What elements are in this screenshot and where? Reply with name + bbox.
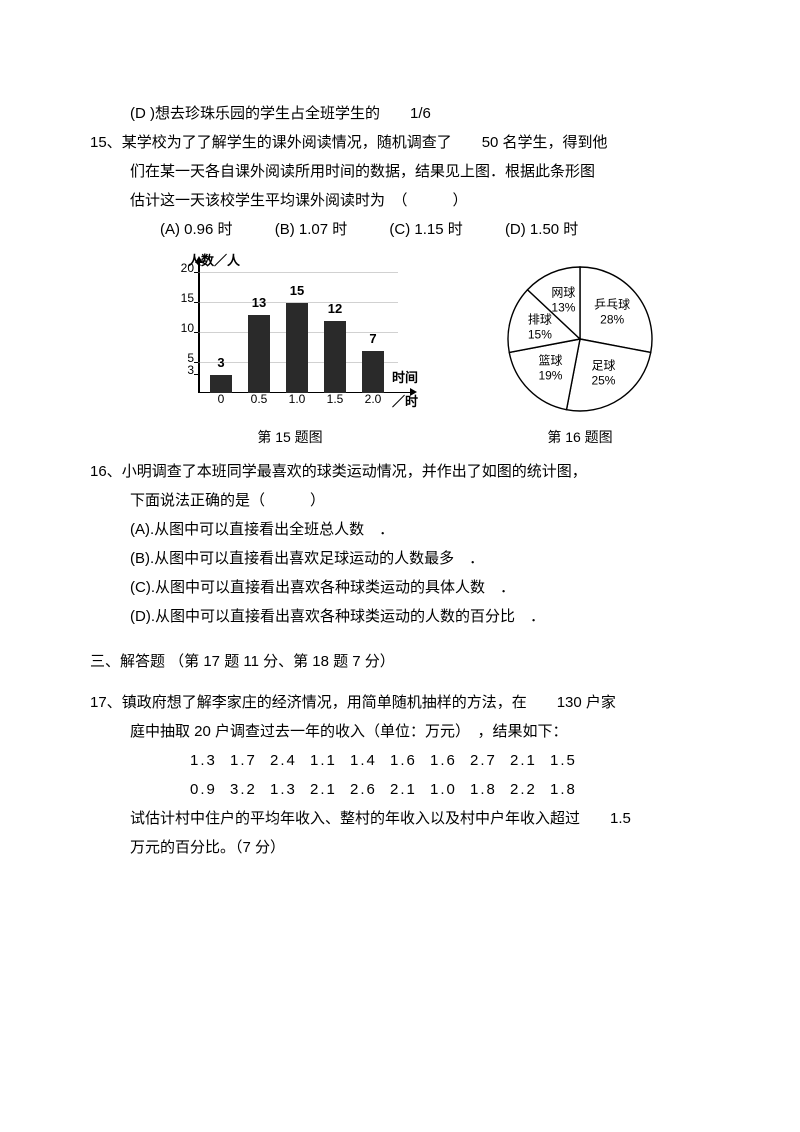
q17-line1: 17、镇政府想了解李家庄的经济情况，用简单随机抽样的方法，在 130 户家 <box>60 689 740 716</box>
q16-line2: 下面说法正确的是（ ） <box>60 487 740 514</box>
q16-opt-d: (D).从图中可以直接看出喜欢各种球类运动的人数的百分比 ． <box>60 603 740 630</box>
svg-text:乒乓球: 乒乓球 <box>594 297 630 311</box>
q15-options: (A) 0.96 时 (B) 1.07 时 (C) 1.15 时 (D) 1.5… <box>60 216 740 243</box>
svg-text:28%: 28% <box>600 312 624 326</box>
svg-text:篮球: 篮球 <box>538 353 562 368</box>
figures-row: 人数／人时间／时3510152030130.5151.0121.572.0 第 … <box>60 243 740 454</box>
q15-line3: 估计这一天该校学生平均课外阅读时为 （ ） <box>60 187 740 214</box>
q17-line2: 庭中抽取 20 户调查过去一年的收入（单位：万元） ，结果如下： <box>60 718 740 745</box>
q16-opt-c: (C).从图中可以直接看出喜欢各种球类运动的具体人数 ． <box>60 574 740 601</box>
q17-line3: 试估计村中住户的平均年收入、整村的年收入以及村中户年收入超过 1.5 <box>60 805 740 832</box>
q16-line1: 16、小明调查了本班同学最喜欢的球类运动情况，并作出了如图的统计图， <box>60 458 740 485</box>
svg-text:足球: 足球 <box>591 359 615 373</box>
q17-line4: 万元的百分比。（7 分） <box>60 834 740 861</box>
q16-opt-a: (A).从图中可以直接看出全班总人数 ． <box>60 516 740 543</box>
q17-data-row2: 0.93.21.32.12.62.11.01.82.21.8 <box>60 776 740 803</box>
svg-text:13%: 13% <box>551 301 575 315</box>
bar-chart-block: 人数／人时间／时3510152030130.5151.0121.572.0 第 … <box>160 251 420 450</box>
pie-chart-caption: 第 16 题图 <box>547 425 612 450</box>
q15-num: 15、 <box>90 134 122 151</box>
q15-opt-a: (A) 0.96 时 <box>160 216 233 243</box>
pie-chart-block: 乒乓球28% 足球25% 篮球19% 排球15% 网球13% 第 16 题图 <box>480 251 680 450</box>
q17-text1: 镇政府想了解李家庄的经济情况，用简单随机抽样的方法，在 130 户家 <box>122 694 616 711</box>
section3-title: 三、解答题 （第 17 题 11 分、第 18 题 7 分） <box>60 648 740 675</box>
q16-text1: 小明调查了本班同学最喜欢的球类运动情况，并作出了如图的统计图， <box>122 463 587 480</box>
q15-text1: 某学校为了了解学生的课外阅读情况，随机调查了 50 名学生，得到他 <box>122 134 608 151</box>
svg-text:15%: 15% <box>528 327 552 341</box>
q15-opt-d: (D) 1.50 时 <box>505 216 578 243</box>
pie-chart: 乒乓球28% 足球25% 篮球19% 排球15% 网球13% <box>480 251 680 421</box>
bar-chart-caption: 第 15 题图 <box>257 425 322 450</box>
q16-num: 16、 <box>90 463 122 480</box>
q15-line2: 们在某一天各自课外阅读所用时间的数据，结果见上图．根据此条形图 <box>60 158 740 185</box>
q16-opt-b: (B).从图中可以直接看出喜欢足球运动的人数最多 ． <box>60 545 740 572</box>
bar-chart: 人数／人时间／时3510152030130.5151.0121.572.0 <box>160 251 420 421</box>
svg-text:网球: 网球 <box>551 286 575 300</box>
q17-data-row1: 1.31.72.41.11.41.61.62.72.11.5 <box>60 747 740 774</box>
q15-opt-c: (C) 1.15 时 <box>389 216 462 243</box>
svg-text:19%: 19% <box>538 369 562 383</box>
svg-text:排球: 排球 <box>528 312 552 326</box>
q14-option-d: (D )想去珍珠乐园的学生占全班学生的 1/6 <box>60 100 740 127</box>
q15-opt-b: (B) 1.07 时 <box>275 216 348 243</box>
q17-num: 17、 <box>90 694 122 711</box>
q15-line1: 15、某学校为了了解学生的课外阅读情况，随机调查了 50 名学生，得到他 <box>60 129 740 156</box>
svg-text:25%: 25% <box>591 374 615 388</box>
